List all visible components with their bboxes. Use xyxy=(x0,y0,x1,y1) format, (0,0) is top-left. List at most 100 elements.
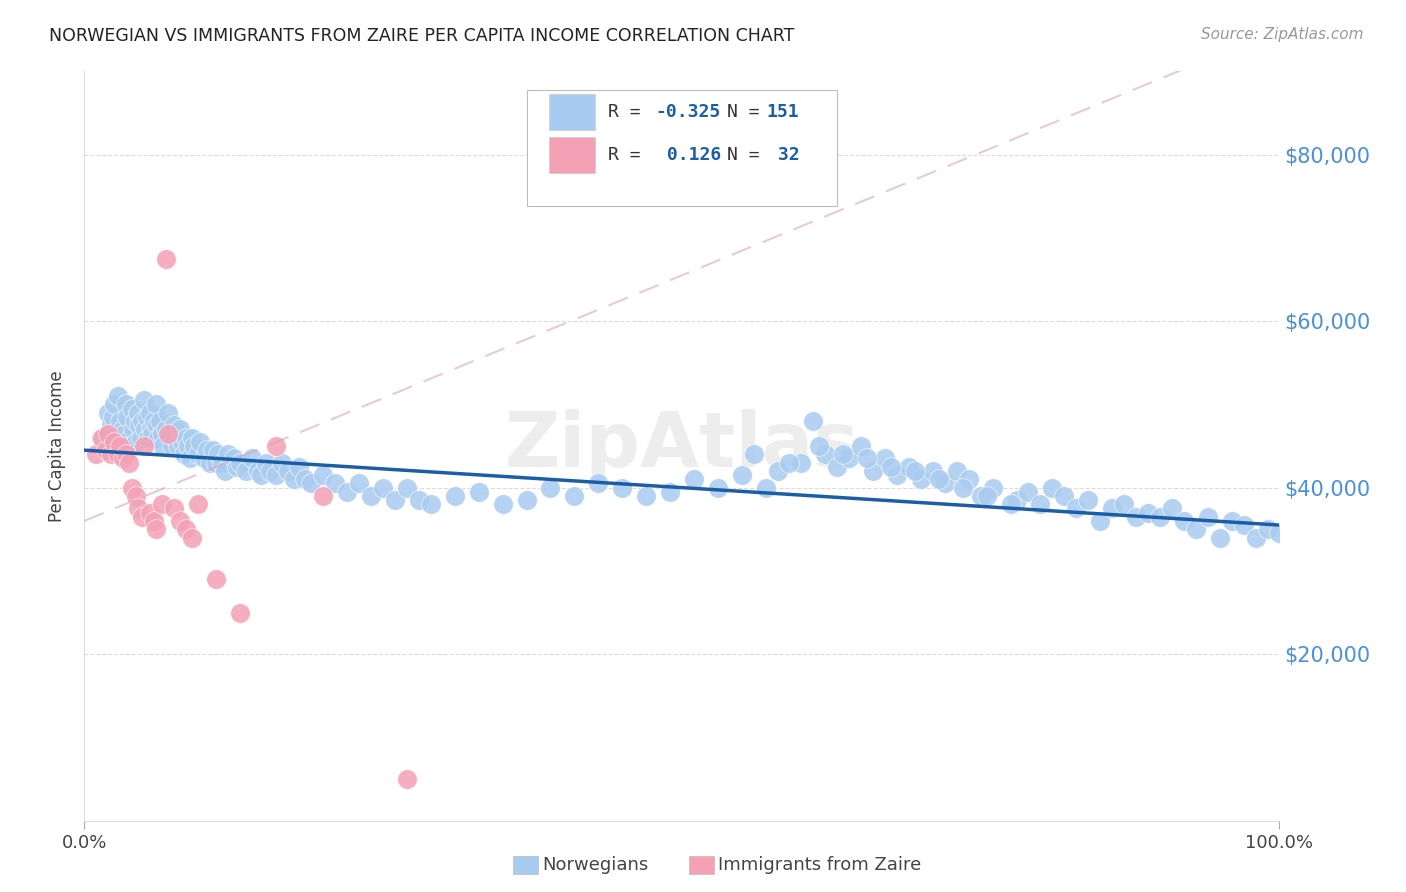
Point xyxy=(981,481,1004,495)
Text: N =: N = xyxy=(727,103,770,120)
Bar xyxy=(550,94,595,130)
Point xyxy=(100,447,122,461)
Point xyxy=(246,464,269,478)
Point xyxy=(142,514,165,528)
Point xyxy=(235,464,257,478)
Text: Source: ZipAtlas.com: Source: ZipAtlas.com xyxy=(1201,27,1364,42)
Point xyxy=(1149,509,1171,524)
Text: -0.325: -0.325 xyxy=(655,103,721,120)
Point xyxy=(277,464,299,478)
Text: 151: 151 xyxy=(766,103,800,120)
Point xyxy=(408,493,430,508)
Point xyxy=(152,439,174,453)
Point xyxy=(115,447,138,461)
Point xyxy=(880,459,903,474)
Point xyxy=(97,406,120,420)
Point xyxy=(132,393,156,408)
Point xyxy=(976,489,998,503)
Point xyxy=(124,414,146,428)
Point xyxy=(683,472,706,486)
Point xyxy=(957,472,980,486)
Point xyxy=(492,497,515,511)
Point xyxy=(1209,531,1232,545)
Point xyxy=(1173,514,1195,528)
Point xyxy=(222,451,245,466)
Point xyxy=(283,472,305,486)
Point xyxy=(803,414,825,428)
Point xyxy=(1066,501,1088,516)
Point xyxy=(110,439,132,453)
Point xyxy=(1029,497,1052,511)
Point xyxy=(197,443,219,458)
Point xyxy=(107,447,129,461)
Point xyxy=(827,459,849,474)
Point xyxy=(904,464,927,478)
Point xyxy=(132,439,156,453)
Point xyxy=(183,439,205,453)
Point xyxy=(396,772,419,786)
Point xyxy=(612,481,634,495)
Point xyxy=(832,447,855,461)
Point xyxy=(173,447,195,461)
Point xyxy=(103,397,125,411)
Text: R =: R = xyxy=(607,103,651,120)
Point xyxy=(94,443,117,458)
Text: 32: 32 xyxy=(766,145,800,163)
Point xyxy=(934,476,956,491)
Point xyxy=(444,489,467,503)
Point xyxy=(588,476,610,491)
Point xyxy=(127,406,149,420)
Point xyxy=(731,468,754,483)
Text: Norwegians: Norwegians xyxy=(543,856,650,874)
Point xyxy=(163,418,186,433)
Point xyxy=(129,431,152,445)
Point xyxy=(181,431,204,445)
Point xyxy=(952,481,974,495)
Point xyxy=(86,447,108,461)
Point xyxy=(110,414,132,428)
Point xyxy=(187,447,209,461)
Point xyxy=(163,501,186,516)
Point xyxy=(150,497,173,511)
Point xyxy=(1233,518,1256,533)
Point xyxy=(193,451,215,466)
Point xyxy=(349,476,371,491)
Point xyxy=(910,472,932,486)
Point xyxy=(103,434,125,449)
Point xyxy=(1042,481,1064,495)
Point xyxy=(202,443,225,458)
Point xyxy=(1005,493,1028,508)
Point xyxy=(1125,509,1147,524)
Point xyxy=(264,439,287,453)
Point xyxy=(1090,514,1112,528)
Point xyxy=(112,426,135,441)
Point xyxy=(851,439,873,453)
Point xyxy=(294,472,316,486)
Point xyxy=(1161,501,1184,516)
Point xyxy=(111,451,134,466)
Point xyxy=(155,422,177,436)
Point xyxy=(259,464,281,478)
Point xyxy=(149,414,172,428)
Point xyxy=(217,447,239,461)
Point xyxy=(97,426,120,441)
Text: ZipAtlas: ZipAtlas xyxy=(505,409,859,483)
Point xyxy=(125,489,148,503)
Point xyxy=(970,489,993,503)
Point xyxy=(1185,522,1208,536)
Point xyxy=(117,409,139,424)
Point xyxy=(707,481,730,495)
Point xyxy=(270,456,292,470)
Point xyxy=(336,484,359,499)
Point xyxy=(131,414,153,428)
Point xyxy=(898,459,921,474)
Point xyxy=(862,464,884,478)
Point xyxy=(875,451,897,466)
Point xyxy=(205,572,228,586)
Point xyxy=(136,431,159,445)
Point xyxy=(886,468,908,483)
Point xyxy=(139,506,162,520)
Y-axis label: Per Capita Income: Per Capita Income xyxy=(48,370,66,522)
Point xyxy=(165,431,187,445)
Point xyxy=(838,451,860,466)
